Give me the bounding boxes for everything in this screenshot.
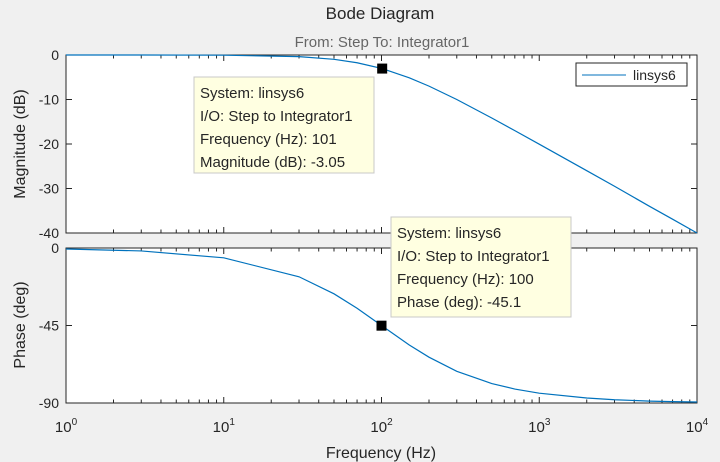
- legend-box: [575, 62, 688, 87]
- y-tick-label: -45: [39, 318, 59, 334]
- x-tick-label: 102: [370, 417, 393, 436]
- x-tick-label: 103: [528, 417, 551, 436]
- y-tick-label: -10: [39, 92, 59, 108]
- magnitude-datatip-marker[interactable]: [377, 63, 388, 74]
- magnitude-ylabel: Magnitude (dB): [12, 89, 29, 198]
- phase-datatip-line: I/O: Step to Integrator1: [397, 248, 550, 265]
- phase-datatip-line: Frequency (Hz): 100: [397, 271, 534, 288]
- phase-datatip-line: System: linsys6: [397, 225, 501, 242]
- phase-datatip-box: [390, 216, 572, 318]
- y-tick-label: -30: [39, 181, 59, 197]
- y-tick-label: -40: [39, 225, 59, 241]
- x-tick-label: 101: [213, 417, 236, 436]
- y-tick-label: -20: [39, 136, 59, 152]
- y-tick-label: 0: [51, 47, 59, 63]
- x-tick-label: 100: [55, 417, 78, 436]
- magnitude-datatip-line: I/O: Step to Integrator1: [200, 108, 353, 125]
- y-tick-label: 0: [51, 240, 59, 256]
- magnitude-series-line[interactable]: [66, 54, 698, 234]
- x-tick-label: 104: [686, 417, 709, 436]
- magnitude-datatip-line: System: linsys6: [200, 85, 304, 102]
- magnitude-datatip[interactable]: System: linsys6 I/O: Step to Integrator1 F…: [193, 76, 375, 174]
- legend[interactable]: linsys6: [575, 62, 688, 87]
- chart-title: Bode Diagram: [326, 4, 435, 23]
- phase-ylabel: Phase (deg): [12, 281, 29, 368]
- chart-subtitle: From: Step To: Integrator1: [295, 34, 470, 51]
- phase-datatip[interactable]: System: linsys6 I/O: Step to Integrator1 F…: [390, 216, 572, 318]
- phase-datatip-line: Phase (deg): -45.1: [397, 294, 521, 311]
- magnitude-datatip-line: Frequency (Hz): 101: [200, 131, 337, 148]
- magnitude-datatip-box: [193, 76, 375, 174]
- legend-entry-linsys6: linsys6: [633, 67, 676, 83]
- phase-datatip-marker[interactable]: [376, 320, 387, 331]
- y-tick-label: -90: [39, 395, 59, 411]
- phase-series-line[interactable]: [65, 248, 698, 403]
- phase-axes[interactable]: 0 -45 -90 100 101 102 103 104: [39, 240, 709, 436]
- magnitude-datatip-line: Magnitude (dB): -3.05: [200, 154, 345, 171]
- x-axis-label: Frequency (Hz): [326, 445, 436, 462]
